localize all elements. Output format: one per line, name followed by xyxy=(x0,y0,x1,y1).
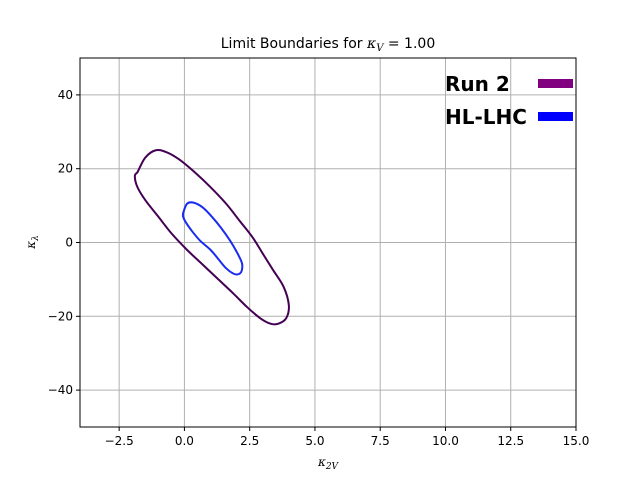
contour-series-layer xyxy=(133,148,290,326)
axis-ticks: −2.5 0.0 2.5 5.0 7.5 10.0 12.5 15.0 −40 −20 0 20 40 xyxy=(48,88,590,448)
y-tick-label: 0 xyxy=(65,236,73,250)
y-tick-label: −20 xyxy=(48,309,73,323)
x-tick-label: 5.0 xyxy=(305,434,324,448)
y-tick-label: 40 xyxy=(58,88,73,102)
chart-title: Limit Boundaries for κV = 1.00 xyxy=(221,36,435,54)
x-tick-label: 0.0 xyxy=(175,434,194,448)
contour-hl-lhc xyxy=(181,201,244,276)
x-tick-label: 2.5 xyxy=(240,434,259,448)
x-tick-label: 10.0 xyxy=(432,434,459,448)
legend-label-run2: Run 2 xyxy=(445,72,510,96)
legend-swatch-hllhc xyxy=(538,112,573,121)
x-axis-label: κ2V xyxy=(317,455,340,472)
legend: Run 2 HL-LHC xyxy=(445,72,573,129)
y-tick-label: −40 xyxy=(48,383,73,397)
x-tick-label: 7.5 xyxy=(371,434,390,448)
grid-lines xyxy=(80,58,577,427)
x-tick-label: 15.0 xyxy=(563,434,590,448)
x-tick-label: 12.5 xyxy=(497,434,524,448)
x-tick-label: −2.5 xyxy=(105,434,134,448)
legend-swatch-run2 xyxy=(538,79,573,88)
legend-label-hllhc: HL-LHC xyxy=(445,105,527,129)
contour-run-2 xyxy=(133,148,290,326)
y-tick-label: 20 xyxy=(58,162,73,176)
y-axis-label: κλ xyxy=(24,235,41,250)
